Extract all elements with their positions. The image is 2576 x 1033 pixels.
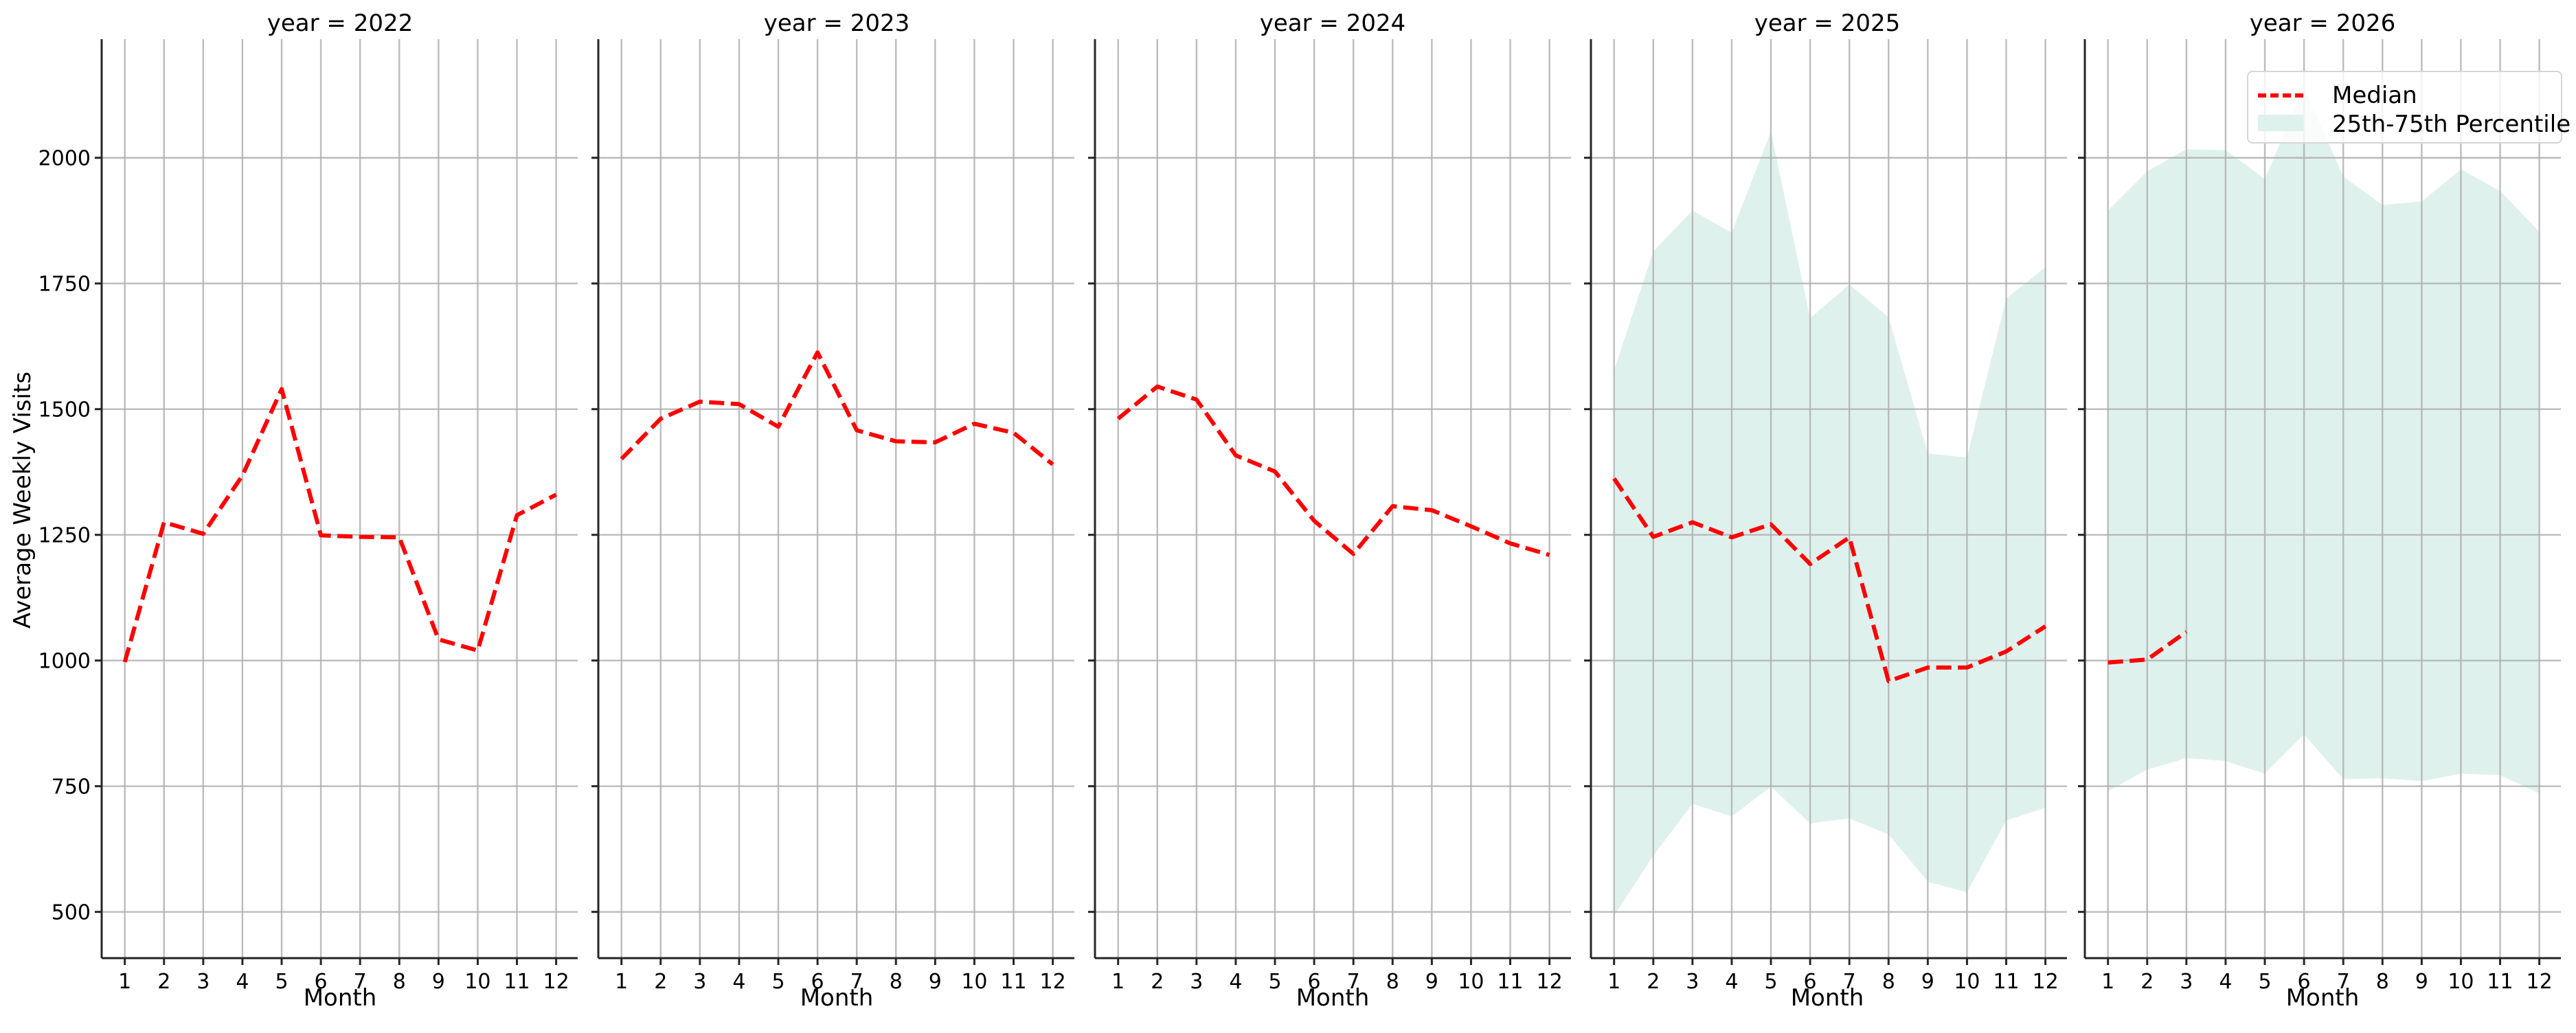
x-tick-label: 8 — [1882, 970, 1895, 994]
dashed-line-icon — [2258, 82, 2303, 109]
median-line — [620, 350, 1054, 466]
x-tick-label: 6 — [315, 970, 328, 994]
x-axis-label-2024: Month — [1296, 984, 1370, 1012]
median-line — [122, 387, 557, 663]
y-tick-label: 1750 — [38, 273, 91, 297]
y-tick-label: 500 — [52, 901, 91, 925]
x-tick-label: 10 — [2448, 970, 2474, 994]
x-tick-label: 1 — [615, 970, 628, 994]
panel-title-2026: year = 2026 — [2249, 10, 2396, 37]
x-tick-label: 12 — [1040, 970, 1066, 994]
x-tick-label: 4 — [1725, 970, 1738, 994]
panel-2024: 1 2 3 4 5 6 7 8 9 10 11 12 — [1088, 39, 1571, 994]
x-tick-label: 1 — [1111, 970, 1125, 994]
panel-title-2023: year = 2023 — [763, 10, 910, 37]
x-tick-label: 12 — [543, 970, 569, 994]
x-tick-label: 7 — [850, 970, 863, 994]
x-tick-label: 11 — [504, 970, 530, 994]
panel-title-2024: year = 2024 — [1259, 10, 1406, 37]
legend-item-percentile: 25th-75th Percentile — [2258, 111, 2571, 138]
legend: Median 25th-75th Percentile — [2247, 71, 2571, 144]
x-tick-label: 4 — [2219, 970, 2232, 994]
legend-item-median: Median — [2258, 82, 2417, 109]
x-tick-label: 8 — [1386, 970, 1399, 994]
y-tick-label: 2000 — [38, 147, 91, 171]
x-tick-label: 11 — [1993, 970, 2019, 994]
x-tick-label: 5 — [1268, 970, 1281, 994]
panel-2026: 1 2 3 4 5 6 7 8 9 10 11 12 — [2078, 39, 2561, 994]
x-tick-label: 5 — [275, 970, 288, 994]
x-tick-label: 7 — [1347, 970, 1360, 994]
x-tick-label: 2 — [2140, 970, 2154, 994]
panel-title-2022: year = 2022 — [267, 10, 414, 37]
x-tick-label: 11 — [1000, 970, 1026, 994]
x-tick-label: 10 — [961, 970, 987, 994]
x-tick-label: 12 — [2527, 970, 2553, 994]
legend-label-percentile: 25th-75th Percentile — [2332, 111, 2571, 138]
x-tick-label: 3 — [1686, 970, 1699, 994]
panel-2023: 1 2 3 4 5 6 7 8 9 10 11 12 — [591, 39, 1074, 994]
x-tick-label: 7 — [354, 970, 367, 994]
x-tick-label: 3 — [693, 970, 706, 994]
x-tick-label: 6 — [1308, 970, 1321, 994]
y-tick-label: 1250 — [38, 524, 91, 548]
x-tick-label: 10 — [1954, 970, 1980, 994]
x-tick-label: 8 — [2376, 970, 2389, 994]
x-tick-label: 10 — [1458, 970, 1484, 994]
x-tick-label: 11 — [1497, 970, 1523, 994]
x-tick-label: 7 — [1843, 970, 1856, 994]
x-axis-label-2025: Month — [1790, 984, 1864, 1012]
x-tick-label: 5 — [771, 970, 784, 994]
x-tick-label: 2 — [1647, 970, 1660, 994]
x-tick-label: 1 — [118, 970, 131, 994]
x-tick-label: 7 — [2337, 970, 2350, 994]
x-tick-label: 4 — [236, 970, 249, 994]
x-tick-label: 6 — [1804, 970, 1817, 994]
x-tick-label: 3 — [196, 970, 210, 994]
panel-2025: 1 2 3 4 5 6 7 8 9 10 11 12 — [1584, 39, 2067, 994]
x-tick-label: 6 — [811, 970, 824, 994]
x-tick-label: 5 — [1764, 970, 1777, 994]
x-tick-label: 11 — [2487, 970, 2513, 994]
x-tick-label: 10 — [464, 970, 490, 994]
x-tick-label: 8 — [393, 970, 406, 994]
x-tick-label: 1 — [2101, 970, 2114, 994]
median-line — [1116, 384, 1550, 557]
x-tick-label: 12 — [1537, 970, 1563, 994]
legend-label-median: Median — [2332, 82, 2417, 109]
x-tick-label: 3 — [1190, 970, 1203, 994]
y-axis-label: Average Weekly Visits — [9, 371, 36, 629]
x-tick-label: 2 — [654, 970, 667, 994]
x-tick-label: 6 — [2298, 970, 2311, 994]
x-axis-label-2026: Month — [2285, 984, 2360, 1012]
filled-patch-icon — [2258, 111, 2303, 138]
percentile-band — [1614, 131, 2046, 916]
x-tick-label: 9 — [2415, 970, 2428, 994]
x-tick-label: 9 — [1921, 970, 1934, 994]
median-line — [2108, 630, 2188, 665]
y-tick-label: 1000 — [38, 650, 91, 674]
x-tick-label: 3 — [2180, 970, 2193, 994]
x-tick-label: 2 — [1151, 970, 1164, 994]
x-tick-label: 5 — [2258, 970, 2271, 994]
x-tick-label: 2 — [157, 970, 170, 994]
y-tick-label: 1500 — [38, 398, 91, 422]
x-tick-label: 1 — [1607, 970, 1620, 994]
x-tick-label: 12 — [2033, 970, 2059, 994]
percentile-band — [2108, 87, 2540, 793]
x-tick-label: 9 — [432, 970, 445, 994]
x-tick-label: 9 — [929, 970, 942, 994]
x-tick-label: 9 — [1425, 970, 1438, 994]
panel-title-2025: year = 2025 — [1754, 10, 1901, 37]
y-tick-label: 750 — [52, 775, 91, 799]
x-axis-label-2023: Month — [800, 984, 874, 1012]
x-tick-label: 4 — [1229, 970, 1242, 994]
x-tick-label: 4 — [732, 970, 745, 994]
x-axis-label-2022: Month — [303, 984, 377, 1012]
x-tick-label: 8 — [890, 970, 903, 994]
